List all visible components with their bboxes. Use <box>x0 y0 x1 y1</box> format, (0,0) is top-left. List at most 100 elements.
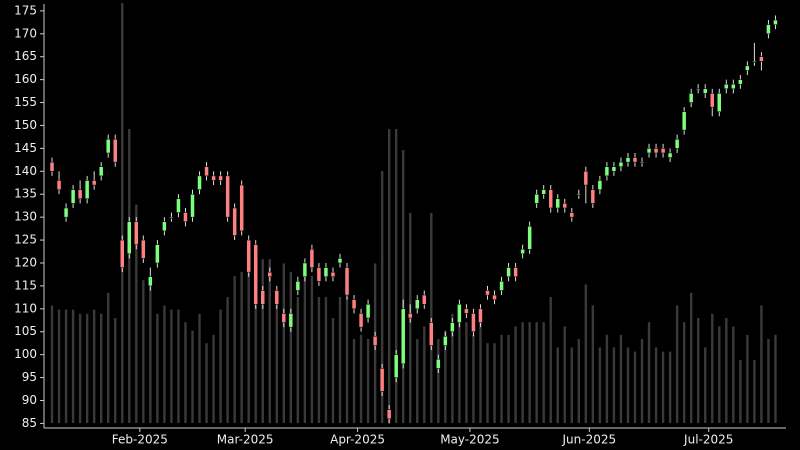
candle-body <box>190 193 195 218</box>
volume-bar <box>668 351 672 423</box>
candle-body <box>302 262 308 277</box>
volume-bar <box>289 271 293 423</box>
volume-bar <box>697 318 700 423</box>
candle-body <box>70 189 76 204</box>
volume-bar <box>380 171 384 423</box>
volume-bar <box>416 339 419 423</box>
volume-bar <box>359 334 363 423</box>
volume-bar <box>472 334 475 423</box>
y-tick-label: 120 <box>14 255 37 269</box>
candle-body <box>443 336 448 346</box>
volume-bar <box>254 255 257 423</box>
volume-bar <box>142 280 145 423</box>
y-tick-label: 90 <box>22 393 37 407</box>
volume-bar <box>261 259 264 423</box>
candle-body <box>611 166 617 172</box>
candle-body <box>457 303 462 323</box>
volume-bar <box>107 292 110 423</box>
y-tick-label: 155 <box>14 95 37 109</box>
candle-body <box>316 267 322 282</box>
volume-bar <box>767 339 770 423</box>
volume-bar <box>135 204 138 423</box>
y-tick-label: 165 <box>14 49 37 63</box>
volume-bar <box>556 347 559 423</box>
candle-body <box>660 148 666 154</box>
volume-bar <box>774 334 777 423</box>
candle-body <box>197 175 202 190</box>
volume-bar <box>226 297 229 423</box>
volume-bar <box>647 322 651 423</box>
volume-bar <box>121 3 124 423</box>
volume-bar <box>352 339 356 423</box>
candle-body <box>232 207 237 236</box>
candle-body <box>56 180 62 190</box>
volume-bar <box>275 292 278 423</box>
volume-bar <box>493 343 496 423</box>
candle-body <box>520 248 525 255</box>
volume-bar <box>760 305 763 423</box>
candle-body <box>225 175 230 218</box>
y-tick-label: 110 <box>14 301 37 315</box>
volume-bar <box>268 259 271 423</box>
candle-body <box>731 83 736 90</box>
volume-bar <box>535 322 538 423</box>
volume-bar <box>247 255 250 423</box>
y-tick-label: 105 <box>14 324 37 338</box>
volume-bar <box>156 313 159 423</box>
candle-body <box>274 290 280 305</box>
candle-body <box>323 267 329 277</box>
volume-bar <box>149 280 152 423</box>
volume-bar <box>212 334 215 423</box>
candle-body <box>127 221 132 255</box>
volume-bar <box>437 339 440 423</box>
candle-body <box>555 198 560 209</box>
volume-bar <box>528 322 531 423</box>
candle-body <box>183 212 188 222</box>
volume-bar <box>387 129 391 423</box>
volume-bar <box>591 305 595 423</box>
volume-bar <box>570 347 573 423</box>
volume-bar <box>198 313 201 423</box>
volume-bar <box>71 309 75 423</box>
volume-bar <box>675 305 679 423</box>
candle-body <box>639 161 645 164</box>
volume-bar <box>746 334 749 423</box>
candle-body <box>583 171 589 186</box>
volume-bar <box>654 347 658 423</box>
candle-body <box>162 221 167 232</box>
y-tick-label: 115 <box>14 278 37 292</box>
volume-bar <box>99 313 103 423</box>
volume-bar <box>345 297 349 423</box>
candle-body <box>134 221 139 245</box>
candle-body <box>309 248 315 268</box>
candle-body <box>77 189 83 200</box>
y-tick-label: 135 <box>14 187 37 201</box>
volume-bar <box>78 313 82 423</box>
candle-body <box>155 244 160 264</box>
candle-body <box>84 180 90 200</box>
candle-body <box>513 267 518 277</box>
candle-body <box>436 358 441 369</box>
candle-body <box>365 303 371 319</box>
volume-bar <box>732 326 735 423</box>
volume-bar <box>444 330 447 423</box>
candle-body <box>541 189 546 195</box>
volume-bar <box>682 322 686 423</box>
volume-bar <box>633 351 637 423</box>
candle-body <box>358 313 364 328</box>
y-tick-label: 130 <box>14 210 37 224</box>
candle-body <box>379 368 385 392</box>
candle-body <box>695 88 701 91</box>
volume-bar <box>661 351 665 423</box>
volume-bar <box>626 347 630 423</box>
candle-body <box>653 148 659 154</box>
candle-body <box>344 267 350 296</box>
volume-bar <box>521 322 524 423</box>
volume-bar <box>451 313 454 423</box>
candle-body <box>211 175 216 181</box>
candle-body <box>752 61 757 63</box>
candle-body <box>597 180 603 190</box>
volume-bar <box>128 129 131 423</box>
volume-bar <box>577 339 581 423</box>
